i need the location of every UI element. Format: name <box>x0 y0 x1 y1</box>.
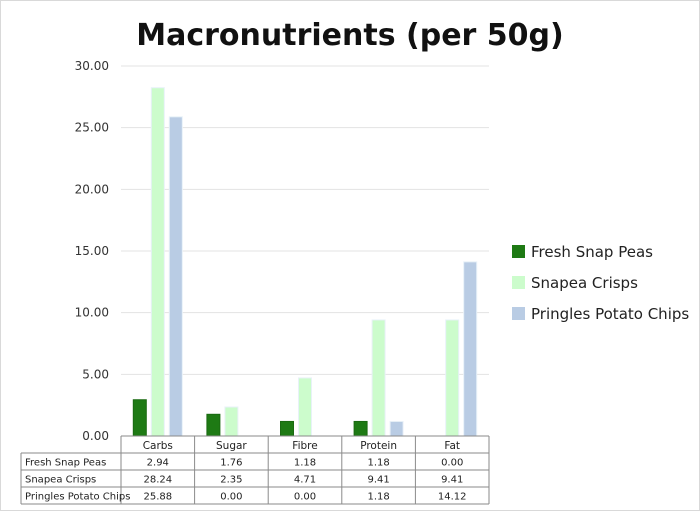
table-cell-value: 1.76 <box>220 458 242 469</box>
table-cell-value: 2.35 <box>220 475 242 486</box>
bar-pringles-potato-chips <box>463 261 478 437</box>
y-tick-label: 10.00 <box>75 306 109 320</box>
bar-pringles-potato-chips <box>168 116 183 437</box>
bar-snapea-crisps <box>371 319 386 437</box>
legend-label: Snapea Crisps <box>531 274 638 292</box>
table-cell-value: 0.00 <box>294 492 316 503</box>
bar-snapea-crisps <box>150 87 165 437</box>
x-category-label: Protein <box>360 440 397 452</box>
table-cell-value: 2.94 <box>147 458 169 469</box>
table-cell-value: 28.24 <box>143 475 172 486</box>
y-tick-label: 0.00 <box>82 429 109 443</box>
bar-snapea-crisps <box>224 406 239 437</box>
table-cell-value: 25.88 <box>143 492 172 503</box>
x-category-label: Fibre <box>292 440 317 452</box>
table-cell-value: 9.41 <box>367 475 389 486</box>
table-cell-value: 9.41 <box>441 475 463 486</box>
table-cell-value: 14.12 <box>438 492 467 503</box>
legend-label: Pringles Potato Chips <box>531 305 689 323</box>
legend-swatch <box>512 276 525 289</box>
table-cell-value: 0.00 <box>441 458 463 469</box>
y-tick-label: 5.00 <box>82 367 109 381</box>
legend-label: Fresh Snap Peas <box>531 243 653 261</box>
y-tick-label: 15.00 <box>75 244 109 258</box>
table-row-label: Fresh Snap Peas <box>25 458 106 469</box>
bar-fresh-snap-peas <box>206 413 221 437</box>
x-category-label: Fat <box>444 440 460 452</box>
bar-snapea-crisps <box>298 377 312 437</box>
table-cell-value: 0.00 <box>220 492 242 503</box>
legend-swatch <box>512 307 525 320</box>
y-tick-label: 25.00 <box>75 121 109 135</box>
legend-swatch <box>512 245 525 258</box>
table-cell-value: 1.18 <box>294 458 316 469</box>
table-cell-value: 4.71 <box>294 475 316 486</box>
y-tick-label: 30.00 <box>75 59 109 73</box>
table-row-label: Snapea Crisps <box>25 475 96 486</box>
table-cell-value: 1.18 <box>367 492 389 503</box>
table-cell-value: 1.18 <box>367 458 389 469</box>
bar-fresh-snap-peas <box>280 420 294 437</box>
table-row-label: Pringles Potato Chips <box>25 492 130 503</box>
chart-title: Macronutrients (per 50g) <box>136 18 563 53</box>
x-category-label: Sugar <box>216 440 247 452</box>
bar-fresh-snap-peas <box>132 399 147 437</box>
y-tick-label: 20.00 <box>75 182 109 196</box>
bar-pringles-potato-chips <box>389 420 404 437</box>
bar-snapea-crisps <box>445 319 460 437</box>
bar-fresh-snap-peas <box>353 420 368 437</box>
x-category-label: Carbs <box>143 440 173 452</box>
